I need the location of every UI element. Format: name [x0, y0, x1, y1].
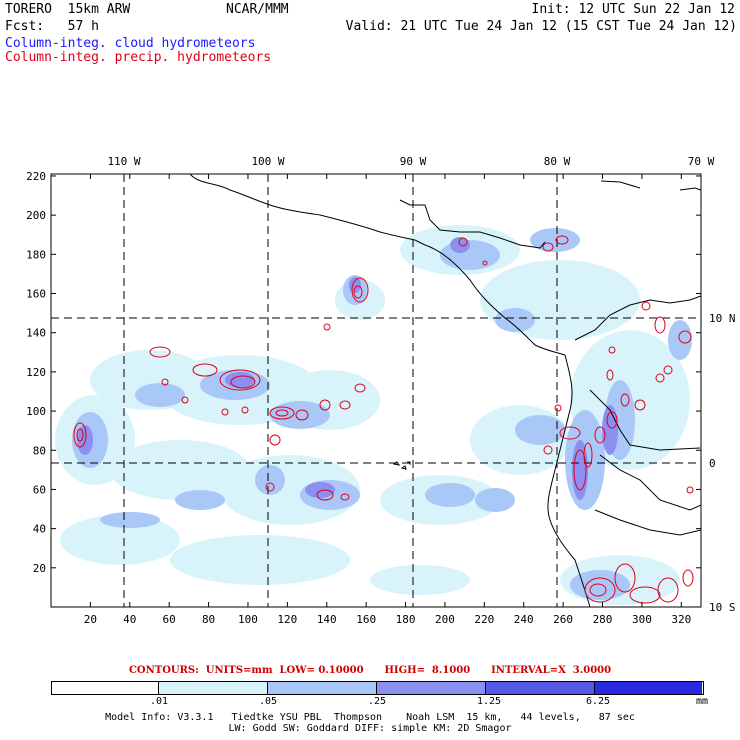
color-bar-units: mm	[696, 696, 709, 707]
y-tick-label: 20	[33, 562, 46, 575]
weather-map: 20 40 60 80 100 120 140 160 180 200 220 240 260 280 30…	[26, 155, 735, 626]
x-tick-label: 200	[435, 613, 455, 626]
color-bar-label: .25	[368, 696, 387, 707]
lat-lon-grid	[51, 174, 701, 607]
x-tick-label: 300	[632, 613, 652, 626]
x-tick-label: 240	[514, 613, 534, 626]
y-tick-label: 100	[26, 405, 46, 418]
map-frame	[50, 173, 702, 608]
x-tick-label: 260	[553, 613, 573, 626]
x-tick-label: 80	[202, 613, 215, 626]
x-tick-label: 280	[593, 613, 613, 626]
color-bar	[51, 681, 704, 695]
color-bar-label: 1.25	[477, 696, 502, 707]
color-bar-label: .01	[150, 696, 169, 707]
y-tick-label: 220	[26, 170, 46, 183]
lon-label: 70 W	[688, 155, 715, 168]
valid-time: Valid: 21 UTC Tue 24 Jan 12 (15 CST Tue …	[345, 19, 737, 34]
field-cloud-label: Column-integ. cloud hydrometeors	[5, 36, 256, 51]
model-title: TORERO 15km ARW	[5, 2, 131, 17]
map-axes: 20 40 60 80 100 120 140 160 180 200 220 240 260 280 30…	[26, 155, 735, 626]
color-bar-segment	[377, 682, 486, 694]
y-tick-label: 120	[26, 366, 46, 379]
y-tick-label: 180	[26, 248, 46, 261]
x-tick-label: 60	[163, 613, 176, 626]
lat-label: 10 N	[709, 312, 736, 325]
organization-label: NCAR/MMM	[226, 2, 289, 17]
cloud-field-light	[55, 225, 690, 605]
y-tick-label: 40	[33, 523, 46, 536]
y-tick-label: 140	[26, 327, 46, 340]
x-tick-label: 120	[277, 613, 297, 626]
color-bar-segment	[595, 682, 702, 694]
model-info: Model Info: V3.3.1 Tiedtke YSU PBL Thomp…	[105, 712, 635, 723]
color-bar-label: 6.25	[586, 696, 611, 707]
color-bar-label: .05	[259, 696, 278, 707]
x-tick-label: 40	[123, 613, 136, 626]
lon-label: 110 W	[107, 155, 140, 168]
y-tick-label: 60	[33, 483, 46, 496]
x-tick-label: 180	[396, 613, 416, 626]
color-bar-segment	[159, 682, 268, 694]
precip-contours	[73, 235, 694, 604]
x-tick-label: 160	[356, 613, 376, 626]
lat-label: 10 S	[709, 601, 736, 614]
x-tick-label: 140	[317, 613, 337, 626]
lon-label: 100 W	[251, 155, 284, 168]
color-bar-segment	[486, 682, 595, 694]
y-tick-label: 200	[26, 209, 46, 222]
x-tick-label: 220	[474, 613, 494, 626]
color-bar-segment	[52, 682, 159, 694]
x-tick-label: 320	[671, 613, 691, 626]
color-bar-segment	[268, 682, 377, 694]
coastlines	[189, 174, 701, 607]
init-time: Init: 12 UTC Sun 22 Jan 12	[531, 2, 736, 17]
lon-label: 90 W	[400, 155, 427, 168]
x-tick-label: 20	[84, 613, 97, 626]
contour-info: CONTOURS: UNITS=mm LOW= 0.10000 HIGH= 8.…	[128, 665, 612, 676]
x-tick-label: 100	[238, 613, 258, 626]
physics-info: LW: Godd SW: Goddard DIFF: simple KM: 2D…	[228, 723, 512, 734]
lon-label: 80 W	[544, 155, 571, 168]
lat-label: 0	[709, 457, 716, 470]
field-precip-label: Column-integ. precip. hydrometeors	[5, 50, 272, 65]
y-tick-label: 160	[26, 288, 46, 301]
y-tick-label: 80	[33, 444, 46, 457]
forecast-hour: Fcst: 57 h	[5, 19, 99, 34]
